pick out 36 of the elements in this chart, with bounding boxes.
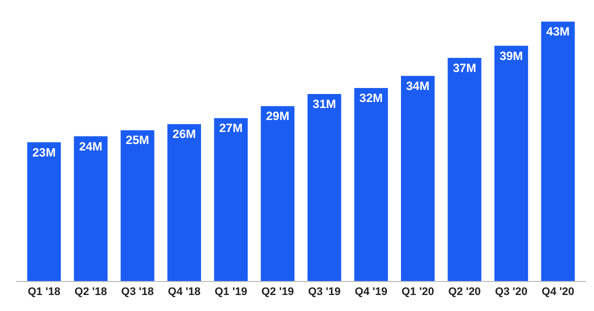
data-label: 37M [452,60,476,75]
data-label: 34M [406,78,430,93]
data-label: 26M [172,127,196,142]
bar [308,94,342,281]
x-tick-label: Q1 '19 [214,286,248,298]
data-label: 29M [266,109,290,124]
x-tick-label: Q1 '20 [402,286,434,298]
x-tick-label: Q3 '20 [494,286,528,298]
bar [120,130,154,281]
data-label: 39M [500,48,523,63]
bar [494,46,528,281]
data-label: 31M [312,97,336,112]
bar [260,106,294,281]
data-label: 25M [126,133,150,148]
bar [167,124,202,281]
x-tick-label: Q2 '20 [448,286,481,298]
bar [354,88,388,281]
x-tick-label: Q4 '18 [168,286,200,298]
bar [74,136,108,281]
bar [214,118,248,281]
x-tick-label: Q2 '19 [261,286,294,298]
bar [541,22,575,281]
x-tick-label: Q1 '18 [28,286,60,298]
bar [448,58,482,281]
bar [400,76,435,281]
data-label: 27M [219,121,243,136]
data-label: 24M [79,139,102,154]
x-tick-label: Q2 '18 [74,286,108,298]
data-label: 32M [359,91,383,105]
data-label: 43M [546,24,570,39]
x-tick-label: Q4 '20 [542,286,574,298]
x-tick-label: Q4 '19 [354,286,388,298]
x-tick-label: Q3 '18 [121,286,154,298]
data-label: 23M [32,145,56,160]
x-tick-label: Q3 '19 [308,286,341,298]
bar [27,142,61,281]
